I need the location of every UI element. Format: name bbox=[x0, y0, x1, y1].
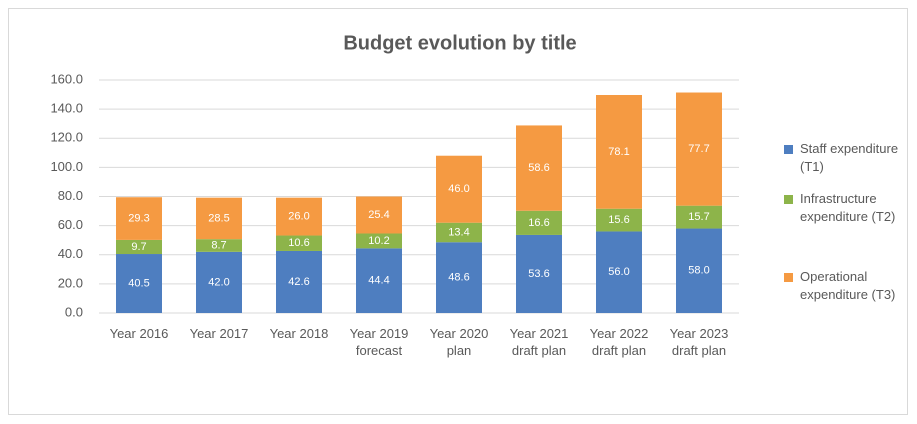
bar-segment bbox=[196, 251, 242, 313]
data-label: 9.7 bbox=[131, 241, 146, 253]
bar-segment bbox=[436, 222, 482, 243]
data-label: 77.7 bbox=[688, 143, 709, 155]
data-label: 58.0 bbox=[688, 265, 709, 277]
data-label: 8.7 bbox=[211, 239, 226, 251]
data-label: 10.6 bbox=[288, 237, 309, 249]
bar-segment bbox=[596, 231, 642, 313]
bar-segment bbox=[356, 248, 402, 313]
legend-label: Staff expenditure (T1) bbox=[800, 141, 899, 174]
data-label: 44.4 bbox=[368, 275, 389, 287]
bar-segment bbox=[196, 239, 242, 252]
y-tick-label: 40.0 bbox=[58, 246, 83, 261]
data-label: 15.6 bbox=[608, 214, 629, 226]
bar-segment bbox=[516, 210, 562, 235]
y-tick-label: 160.0 bbox=[50, 71, 83, 86]
legend-swatch bbox=[784, 145, 793, 154]
legend-label: Infrastructure expenditure (T2) bbox=[800, 191, 896, 224]
bar-segment bbox=[276, 235, 322, 251]
bar-segment bbox=[196, 197, 242, 240]
legend-label: Operational expenditure (T3) bbox=[800, 269, 896, 302]
bar-segment bbox=[276, 250, 322, 313]
bar-segment bbox=[676, 205, 722, 229]
data-label: 78.1 bbox=[608, 146, 629, 158]
data-label: 29.3 bbox=[128, 212, 149, 224]
y-tick-label: 120.0 bbox=[50, 130, 83, 145]
data-label: 26.0 bbox=[288, 211, 309, 223]
bar-segment bbox=[676, 228, 722, 313]
y-tick-label: 60.0 bbox=[58, 217, 83, 232]
bar-segment bbox=[596, 94, 642, 209]
x-tick-label: Year 2022 draft plan bbox=[589, 326, 649, 358]
bar-segment bbox=[436, 155, 482, 223]
bar-segment bbox=[116, 254, 162, 313]
data-label: 40.5 bbox=[128, 277, 149, 289]
x-tick-label: Year 2021 draft plan bbox=[509, 326, 569, 358]
bar-segment bbox=[516, 234, 562, 313]
y-tick-label: 0.0 bbox=[65, 304, 83, 319]
x-tick-label: Year 2023 draft plan bbox=[669, 326, 729, 358]
y-tick-label: 140.0 bbox=[50, 101, 83, 116]
x-tick-label: Year 2016 bbox=[109, 326, 169, 341]
legend-swatch bbox=[784, 273, 793, 282]
bar-segment bbox=[436, 242, 482, 313]
y-tick-label: 100.0 bbox=[50, 159, 83, 174]
bar-segment bbox=[116, 197, 162, 240]
bar-segment bbox=[596, 208, 642, 232]
data-label: 28.5 bbox=[208, 212, 229, 224]
data-label: 15.7 bbox=[688, 211, 709, 223]
data-label: 48.6 bbox=[448, 272, 469, 284]
y-tick-label: 20.0 bbox=[58, 275, 83, 290]
bar-segment bbox=[356, 233, 402, 249]
data-label: 42.0 bbox=[208, 276, 229, 288]
data-label: 53.6 bbox=[528, 268, 549, 280]
data-label: 46.0 bbox=[448, 183, 469, 195]
bar-segment bbox=[116, 239, 162, 255]
bar-segment bbox=[676, 92, 722, 206]
x-tick-label: Year 2020 plan bbox=[429, 326, 489, 358]
data-label: 13.4 bbox=[448, 226, 469, 238]
legend-swatch bbox=[784, 195, 793, 204]
x-tick-label: Year 2018 bbox=[269, 326, 329, 341]
x-tick-label: Year 2017 bbox=[189, 326, 249, 341]
data-label: 56.0 bbox=[608, 266, 629, 278]
data-label: 42.6 bbox=[288, 276, 309, 288]
data-label: 58.6 bbox=[528, 162, 549, 174]
bar-segment bbox=[516, 125, 562, 211]
bar-segment bbox=[276, 197, 322, 236]
data-label: 25.4 bbox=[368, 209, 389, 221]
x-tick-label: Year 2019 forecast bbox=[349, 326, 409, 358]
bar-segment bbox=[356, 196, 402, 234]
y-tick-label: 80.0 bbox=[58, 188, 83, 203]
chart-title: Budget evolution by title bbox=[343, 32, 576, 54]
data-label: 16.6 bbox=[528, 217, 549, 229]
data-label: 10.2 bbox=[368, 235, 389, 247]
